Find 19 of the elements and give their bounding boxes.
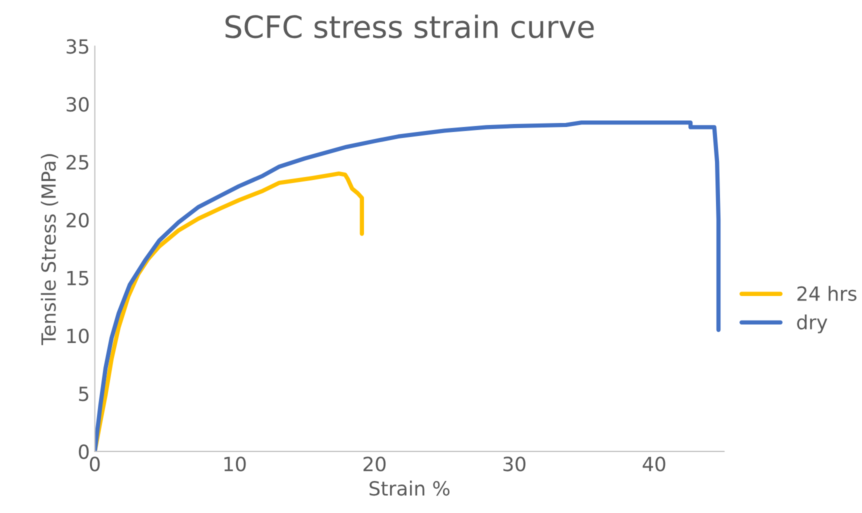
y-tick-label: 0 (78, 444, 89, 460)
x-tick-label: 40 (642, 456, 666, 472)
y-tick-label: 20 (66, 212, 89, 228)
x-tick-label: 10 (224, 456, 246, 472)
x-tick-label: 20 (364, 456, 386, 472)
x-tick-label: 30 (503, 456, 526, 472)
legend-label: dry (797, 314, 828, 334)
x-axis-title: Strain % (370, 480, 450, 496)
y-axis-title: Tensile Stress (MPa) (40, 154, 58, 346)
y-tick-label: 30 (66, 97, 89, 112)
y-tick-label: 15 (67, 270, 88, 286)
y-tick-label: 25 (66, 154, 88, 170)
x-tick-label: 0 (90, 456, 100, 472)
y-tick-label: 10 (67, 328, 89, 344)
legend-label: 24 hrs (797, 286, 856, 301)
y-tick-label: 5 (79, 386, 88, 402)
y-tick-label: 35 (66, 39, 88, 54)
line-series (94, 120, 721, 452)
chart-title: SCFC stress strain curve (226, 14, 594, 38)
